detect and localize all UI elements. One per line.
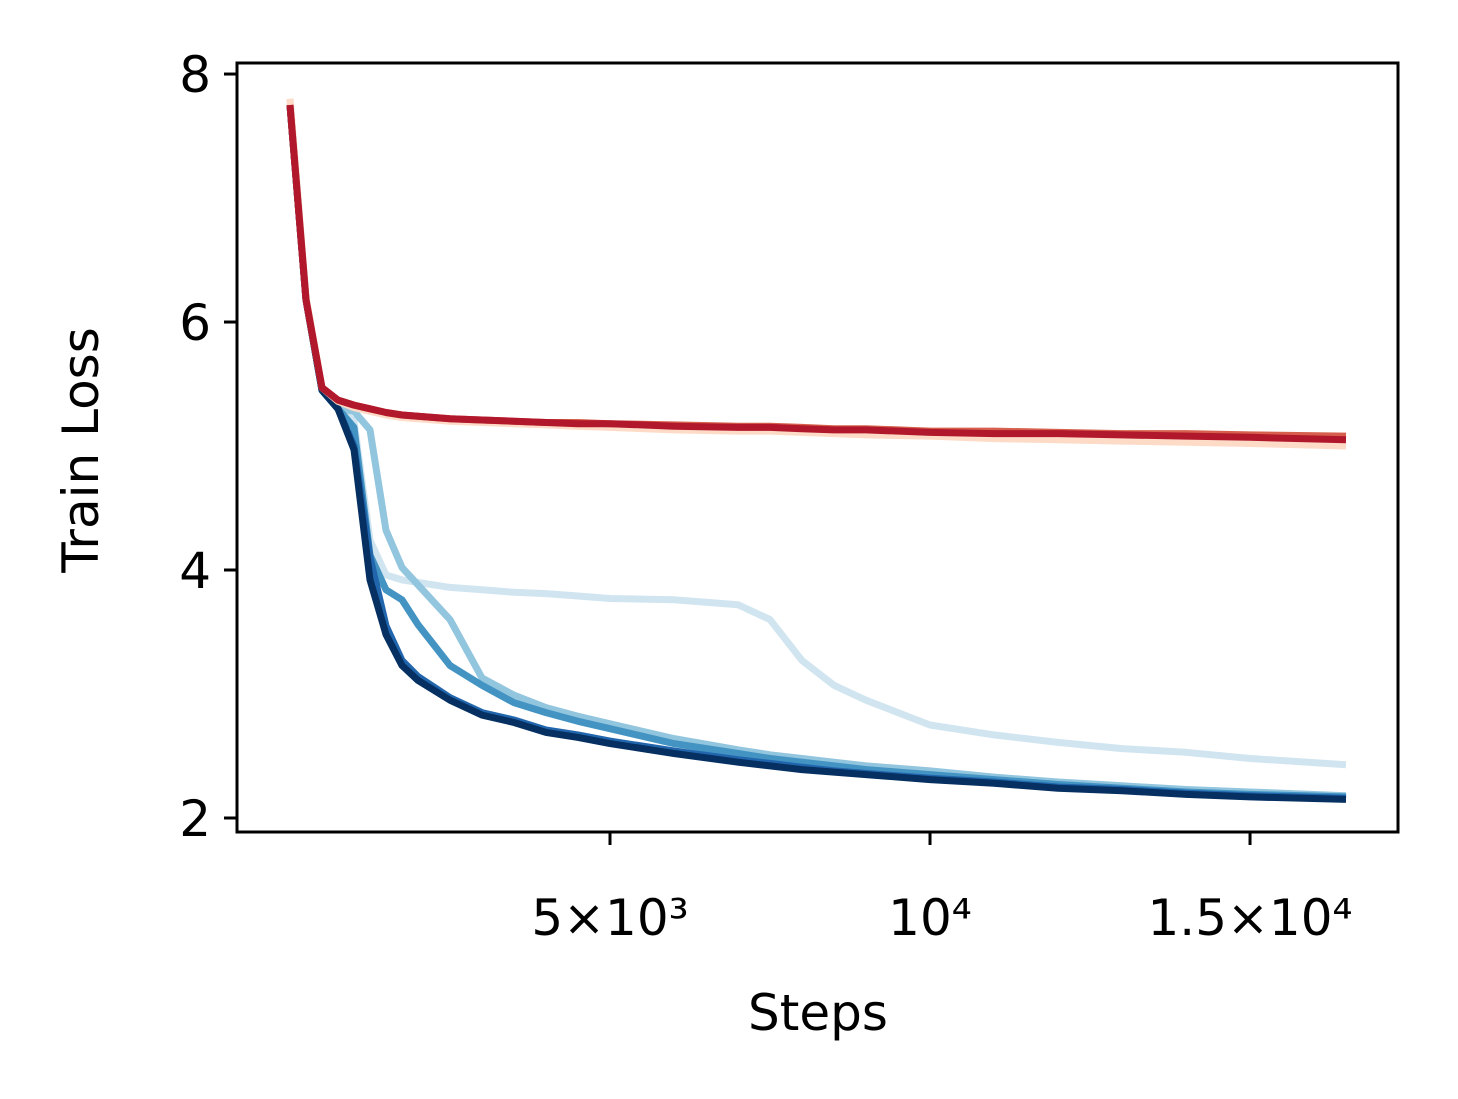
x-tick-label: 10⁴ — [888, 889, 972, 947]
series-line — [286, 104, 1347, 444]
plot-frame — [235, 61, 1400, 834]
series-line — [286, 104, 1347, 800]
series-line — [286, 104, 1347, 802]
x-axis-label: Steps — [748, 984, 888, 1042]
y-tick-label: 4 — [179, 542, 211, 600]
y-tick-label: 2 — [179, 790, 211, 848]
y-axis-label: Train Loss — [52, 327, 110, 574]
x-tick-label: 1.5×10⁴ — [1147, 889, 1352, 947]
series-line — [286, 104, 1347, 803]
series-line — [286, 104, 1347, 440]
x-tick-label: 5×10³ — [531, 889, 688, 947]
series-line — [286, 98, 1347, 450]
y-tick-label: 6 — [179, 294, 211, 352]
y-tick-label: 8 — [179, 46, 211, 104]
